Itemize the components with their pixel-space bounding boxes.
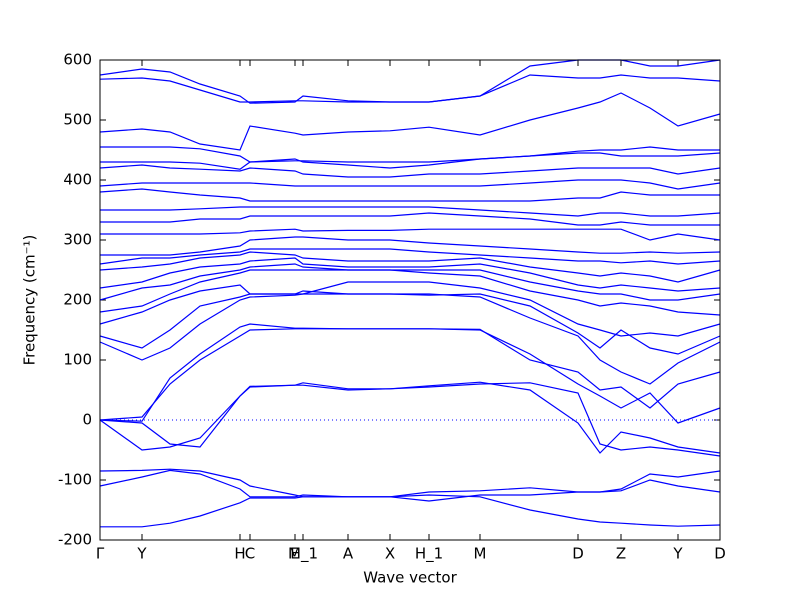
x-tick-label: Y <box>672 545 683 563</box>
band-line <box>99 290 721 355</box>
x-tick-label: Z <box>616 545 626 563</box>
band-line <box>100 206 721 217</box>
x-tick-label: C <box>245 545 255 563</box>
band-line <box>100 228 721 241</box>
band-line <box>99 468 721 502</box>
band-line <box>99 164 721 178</box>
band-line <box>100 152 721 170</box>
band-line <box>100 212 720 226</box>
band-line <box>100 236 721 256</box>
x-tick-label: E <box>290 545 299 563</box>
band-line <box>99 281 721 337</box>
band-line <box>99 188 720 202</box>
band-line <box>99 323 721 422</box>
band-line <box>99 257 721 292</box>
x-tick-label: M <box>474 545 487 563</box>
x-tick-label: Y <box>136 545 147 563</box>
band-line <box>99 251 721 283</box>
band-line <box>99 381 721 454</box>
y-tick-label: 100 <box>63 351 92 369</box>
y-tick-label: 200 <box>63 291 92 309</box>
band-line <box>99 263 721 301</box>
plot-frame <box>99 59 721 541</box>
y-tick-label: -200 <box>58 531 92 549</box>
y-tick-label: 600 <box>63 51 92 69</box>
x-tick-label: X <box>385 545 395 563</box>
x-tick-label: H_1 <box>415 545 443 564</box>
x-tick-label: D <box>572 545 584 563</box>
x-axis-label: Wave vector <box>363 569 457 587</box>
x-tick-label: M_1 <box>288 545 318 564</box>
y-tick-label: 400 <box>63 171 92 189</box>
y-tick-label: 0 <box>82 411 92 429</box>
band-line <box>100 146 720 163</box>
y-tick-label: 300 <box>63 231 92 249</box>
y-axis-label: Frequency (cm⁻¹) <box>21 235 39 366</box>
x-tick-label: Γ <box>96 545 105 563</box>
x-tick-label: H <box>234 545 245 563</box>
band-line <box>99 248 721 265</box>
y-tick-label: -100 <box>58 471 92 489</box>
x-tick-label: A <box>343 545 354 563</box>
band-line <box>99 179 721 190</box>
band-line <box>99 92 721 151</box>
y-tick-label: 500 <box>63 111 92 129</box>
x-tick-label: D <box>714 545 726 563</box>
